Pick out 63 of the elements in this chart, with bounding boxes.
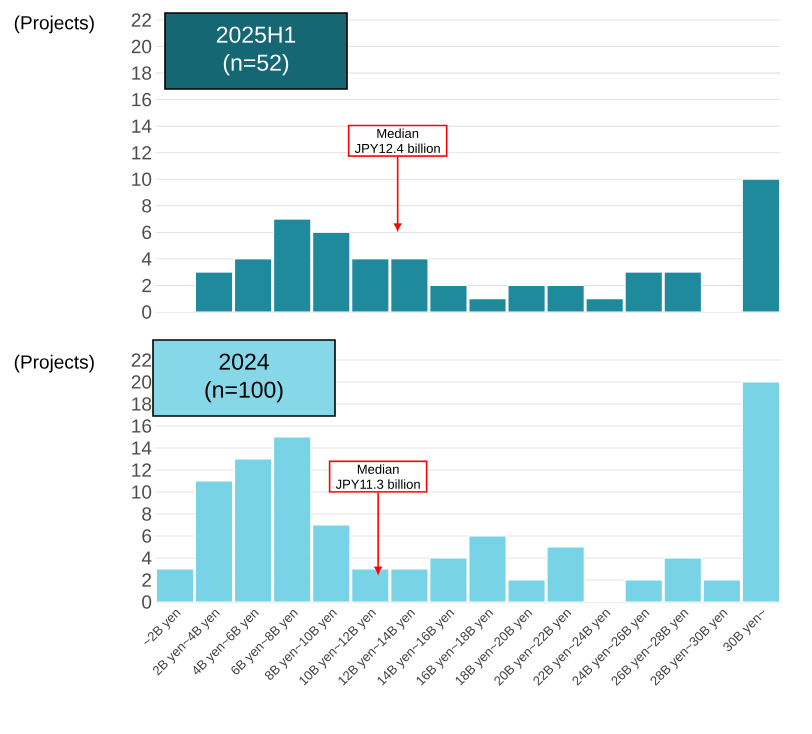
chart-title: 2025H1: [216, 26, 296, 43]
bar: [625, 580, 662, 602]
bar: [468, 298, 507, 312]
bar: [390, 569, 428, 602]
y-tick-label: 6: [142, 529, 152, 543]
bar: [546, 284, 585, 312]
y-tick-label: 6: [142, 226, 152, 240]
y-tick-label: 0: [142, 595, 152, 609]
y-tick-label: 16: [132, 419, 152, 433]
bar: [195, 272, 234, 312]
bar: [586, 298, 624, 312]
bar: [312, 525, 350, 602]
bar: [664, 558, 702, 602]
y-tick-label: 18: [132, 66, 152, 80]
bar: [352, 569, 389, 602]
bar: [273, 218, 312, 312]
annotation: Median: [358, 464, 399, 474]
bar: [156, 569, 194, 602]
y-tick-label: 20: [132, 375, 152, 389]
y-tick-label: 2: [142, 573, 151, 587]
y-tick-label: 12: [132, 463, 151, 477]
y-tick-label: 4: [142, 551, 152, 565]
y-tick-label: 14: [132, 441, 152, 455]
y-tick-label: 4: [142, 252, 152, 266]
chart-title: 2024: [220, 354, 269, 370]
bar: [664, 272, 702, 312]
y-tick-label: 8: [142, 199, 152, 213]
bar: [234, 459, 272, 602]
bar: [742, 382, 780, 602]
y-tick-label: 8: [142, 507, 152, 521]
y-tick-label: 0: [142, 305, 152, 319]
annotation: JPY12.4 billion: [354, 144, 440, 154]
bar: [703, 580, 740, 602]
y-tick-label: 10: [132, 485, 152, 499]
bar: [430, 558, 467, 602]
y-tick-label: 20: [132, 40, 152, 54]
y-tick-label: 12: [132, 146, 151, 160]
bar: [312, 232, 350, 312]
y-tick-label: 22: [132, 353, 151, 367]
y-tick-label: 10: [132, 172, 152, 186]
y-tick-label: 16: [132, 92, 152, 106]
annotation: JPY11.3 billion: [336, 479, 420, 489]
bar: [742, 178, 780, 312]
bar: [274, 437, 311, 602]
annotation: Median: [377, 128, 418, 138]
bar: [429, 284, 468, 312]
y-tick-label: 22: [132, 13, 151, 27]
bar: [508, 284, 546, 312]
text: (n=52): [224, 54, 288, 76]
y-tick-label: 2: [142, 278, 151, 292]
y-tick-label: 18: [132, 397, 152, 411]
y-axis-title: (Projects): [14, 16, 94, 34]
bar: [547, 547, 584, 602]
text: (n=100): [205, 380, 283, 402]
bar: [234, 258, 272, 312]
y-axis-title: (Projects): [14, 354, 94, 372]
bar: [624, 272, 663, 312]
bar: [508, 580, 546, 602]
bar: [468, 536, 506, 602]
bar: [390, 258, 428, 312]
bar: [351, 258, 390, 312]
y-tick-label: 14: [132, 120, 152, 133]
bar: [196, 481, 233, 602]
